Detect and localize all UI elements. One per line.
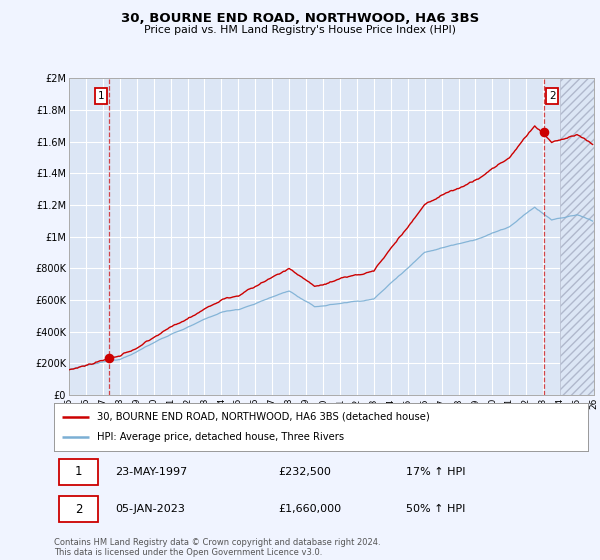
Text: 1: 1 xyxy=(75,465,82,478)
Text: 30, BOURNE END ROAD, NORTHWOOD, HA6 3BS (detached house): 30, BOURNE END ROAD, NORTHWOOD, HA6 3BS … xyxy=(97,412,430,422)
Text: Contains HM Land Registry data © Crown copyright and database right 2024.
This d: Contains HM Land Registry data © Crown c… xyxy=(54,538,380,557)
Text: 30, BOURNE END ROAD, NORTHWOOD, HA6 3BS: 30, BOURNE END ROAD, NORTHWOOD, HA6 3BS xyxy=(121,12,479,25)
Text: 1: 1 xyxy=(98,91,104,101)
Text: HPI: Average price, detached house, Three Rivers: HPI: Average price, detached house, Thre… xyxy=(97,432,344,442)
FancyBboxPatch shape xyxy=(59,496,98,522)
Point xyxy=(539,128,548,137)
Point xyxy=(104,353,114,362)
Text: 17% ↑ HPI: 17% ↑ HPI xyxy=(406,467,466,477)
FancyBboxPatch shape xyxy=(59,459,98,485)
Text: £232,500: £232,500 xyxy=(278,467,331,477)
Text: 05-JAN-2023: 05-JAN-2023 xyxy=(115,505,185,514)
Text: 2: 2 xyxy=(549,91,556,101)
Bar xyxy=(560,78,594,395)
Text: 2: 2 xyxy=(75,503,82,516)
Text: 50% ↑ HPI: 50% ↑ HPI xyxy=(406,505,466,514)
Text: Price paid vs. HM Land Registry's House Price Index (HPI): Price paid vs. HM Land Registry's House … xyxy=(144,25,456,35)
Text: £1,660,000: £1,660,000 xyxy=(278,505,341,514)
Text: 23-MAY-1997: 23-MAY-1997 xyxy=(115,467,188,477)
